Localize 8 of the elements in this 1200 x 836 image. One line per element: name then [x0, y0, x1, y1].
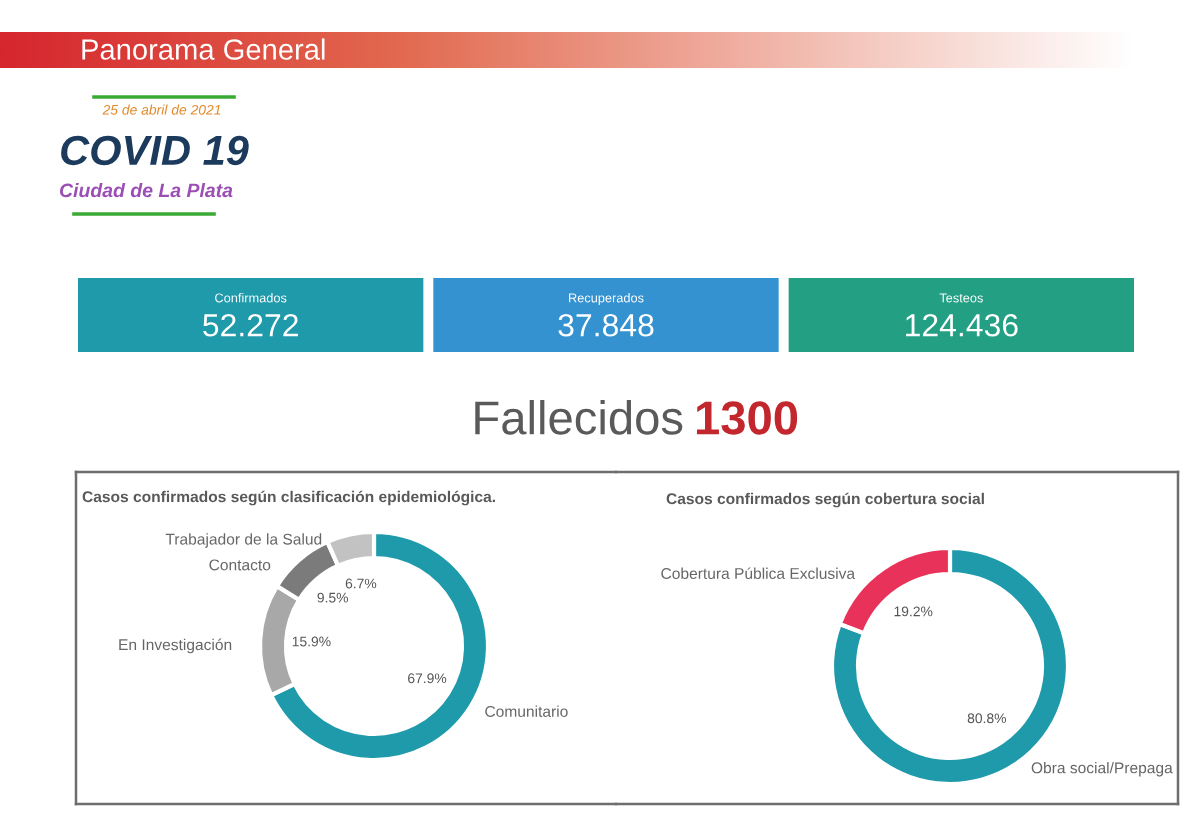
text: 1300	[696, 401, 798, 435]
text: Panorama General	[82, 38, 325, 60]
text: COVID 19	[61, 135, 249, 166]
text: 37.848	[558, 313, 654, 337]
text: 52.272	[203, 313, 298, 337]
text: 124.436	[906, 313, 1018, 337]
text: Ciudad de La Plata	[59, 182, 233, 198]
text: Fallecidos	[475, 399, 683, 435]
